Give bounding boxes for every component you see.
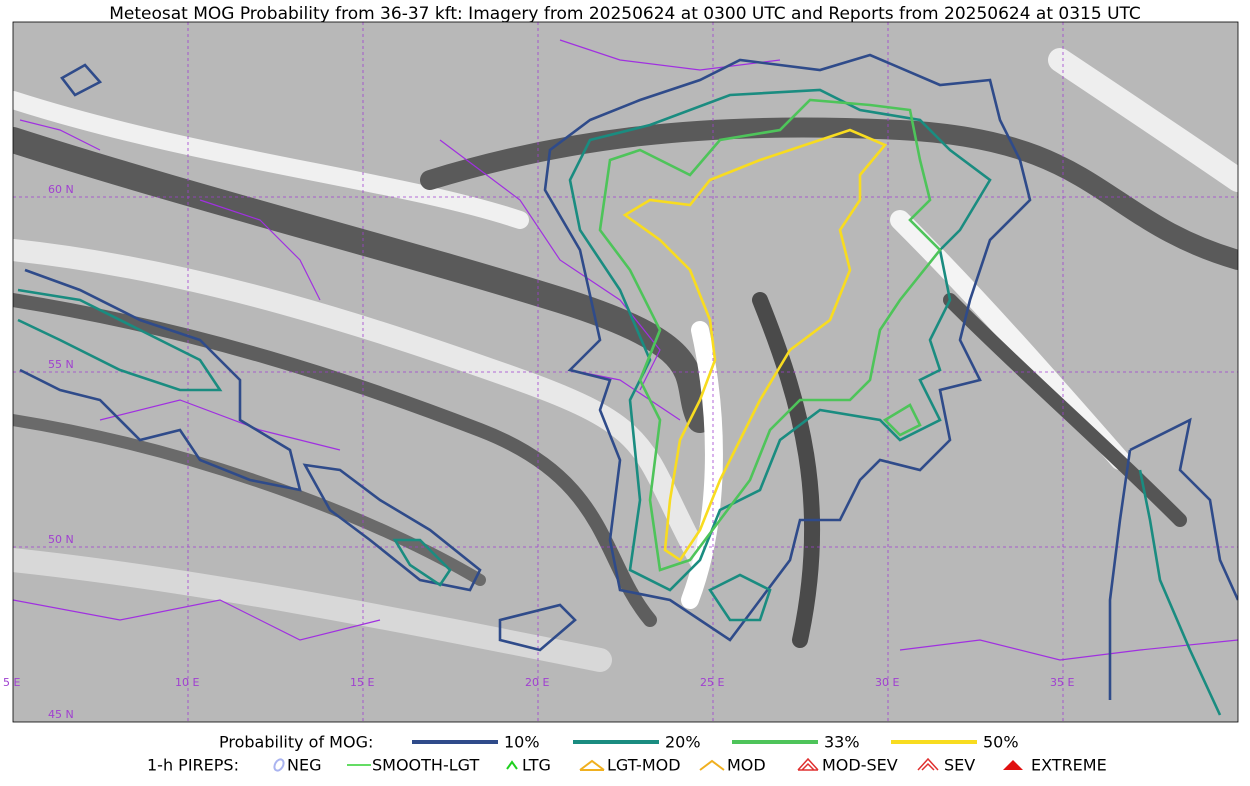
legend-label: SMOOTH-LGT xyxy=(372,756,479,775)
coastlines xyxy=(13,39,1238,661)
legend-label: NEG xyxy=(287,756,321,775)
lon-label: 30 E xyxy=(875,676,899,689)
lat-label: 60 N xyxy=(48,183,74,196)
legend-label: SEV xyxy=(944,756,975,775)
legend-label: LGT-MOD xyxy=(607,756,681,775)
legend-label: EXTREME xyxy=(1031,756,1107,775)
legend-label: MOD xyxy=(727,756,766,775)
lon-label: 10 E xyxy=(175,676,199,689)
legend-label: MOD-SEV xyxy=(822,756,898,775)
contours xyxy=(17,53,1238,716)
lon-label: 15 E xyxy=(350,676,374,689)
grid-labels: 60 N 55 N 50 N 45 N 5 E 10 E 15 E 20 E 25 E 30 E 3… xyxy=(3,183,1074,721)
legend-title: Probability of MOG: xyxy=(219,733,373,752)
lon-label: 35 E xyxy=(1050,676,1074,689)
pirep-icon xyxy=(1003,760,1023,770)
legend-label: 20% xyxy=(665,733,701,752)
legend-label: LTG xyxy=(522,756,551,775)
pirep-icon xyxy=(506,760,518,770)
grid xyxy=(13,22,1238,722)
lon-label: 20 E xyxy=(525,676,549,689)
lat-label: 55 N xyxy=(48,358,74,371)
map xyxy=(12,21,1239,723)
legend-label: 50% xyxy=(983,733,1019,752)
pirep-icon xyxy=(797,757,819,771)
pirep-icon xyxy=(699,759,725,771)
pirep-icon xyxy=(579,759,605,771)
pirep-icon xyxy=(917,757,939,771)
legend-label: 10% xyxy=(504,733,540,752)
title: Meteosat MOG Probability from 36-37 kft:… xyxy=(109,4,1141,24)
lon-label: 25 E xyxy=(700,676,724,689)
lon-label: 5 E xyxy=(3,676,20,689)
lat-label: 45 N xyxy=(48,708,74,721)
pirep-icon xyxy=(273,758,285,772)
legend-title: 1-h PIREPS: xyxy=(147,756,239,775)
lat-label: 50 N xyxy=(48,533,74,546)
legend: Probability of MOG: 10% 20% 33% 50% 1-h PIREP… xyxy=(147,733,1107,775)
legend-label: 33% xyxy=(824,733,860,752)
